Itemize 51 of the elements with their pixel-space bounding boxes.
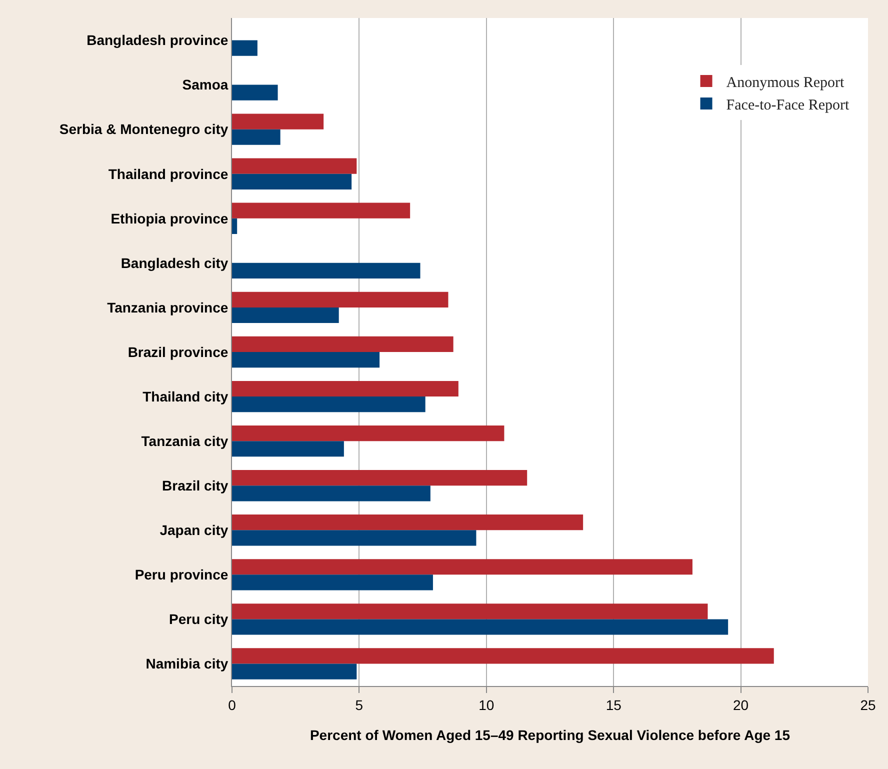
bar: [232, 202, 410, 218]
y-tick-label: Thailand city: [142, 388, 228, 404]
y-tick-label: Thailand province: [108, 166, 228, 182]
bar: [232, 486, 430, 502]
x-tick-label: 15: [606, 696, 622, 713]
bar: [232, 648, 774, 664]
bar: [232, 174, 352, 190]
y-tick-label: Samoa: [182, 76, 228, 93]
bar: [232, 158, 357, 174]
x-tick-label: 25: [860, 696, 876, 713]
x-tick-label: 0: [228, 696, 236, 713]
y-tick-label: Bangladesh city: [120, 254, 228, 271]
legend-label: Anonymous Report: [726, 74, 846, 91]
bar: [232, 441, 344, 457]
bar: [232, 292, 448, 308]
bar: [232, 619, 728, 635]
bar: [232, 262, 420, 279]
bar: [232, 40, 258, 56]
y-tick-label: Japan city: [160, 522, 228, 538]
y-tick-label: Tanzania province: [107, 299, 228, 316]
bar: [232, 336, 454, 352]
y-tick-label: Brazil city: [162, 478, 228, 494]
bar: [232, 664, 357, 680]
bar: [232, 604, 708, 620]
legend-label: Face-to-Face Report: [726, 97, 850, 114]
x-tick-label: 20: [733, 696, 749, 713]
bar: [232, 514, 584, 530]
bar: [232, 352, 380, 368]
bar: [232, 396, 426, 412]
bar: [232, 380, 458, 397]
bar: [232, 84, 278, 100]
bar: [232, 307, 339, 324]
x-axis-title: Percent of Women Aged 15–49 Reporting Sexual Violence before Age 15: [310, 727, 790, 744]
x-tick-label: 10: [478, 696, 494, 713]
bar: [232, 574, 433, 590]
bar: [232, 425, 504, 442]
y-tick-label: Peru province: [134, 566, 228, 583]
bar: [232, 470, 528, 486]
bar: [232, 114, 324, 130]
y-tick-label: Serbia & Montenegro city: [59, 121, 228, 138]
y-tick-label: Peru city: [169, 611, 228, 628]
bar: [232, 218, 238, 234]
y-tick-label: Ethiopia province: [110, 210, 228, 226]
y-tick-label: Brazil province: [128, 344, 228, 360]
y-tick-label: Bangladesh province: [86, 32, 228, 48]
bar: [232, 129, 280, 145]
y-tick-label: Namibia city: [146, 656, 228, 672]
y-tick-label: Tanzania city: [141, 432, 228, 449]
bar: [232, 559, 692, 575]
bar: [232, 530, 476, 546]
x-tick-label: 5: [355, 696, 364, 713]
